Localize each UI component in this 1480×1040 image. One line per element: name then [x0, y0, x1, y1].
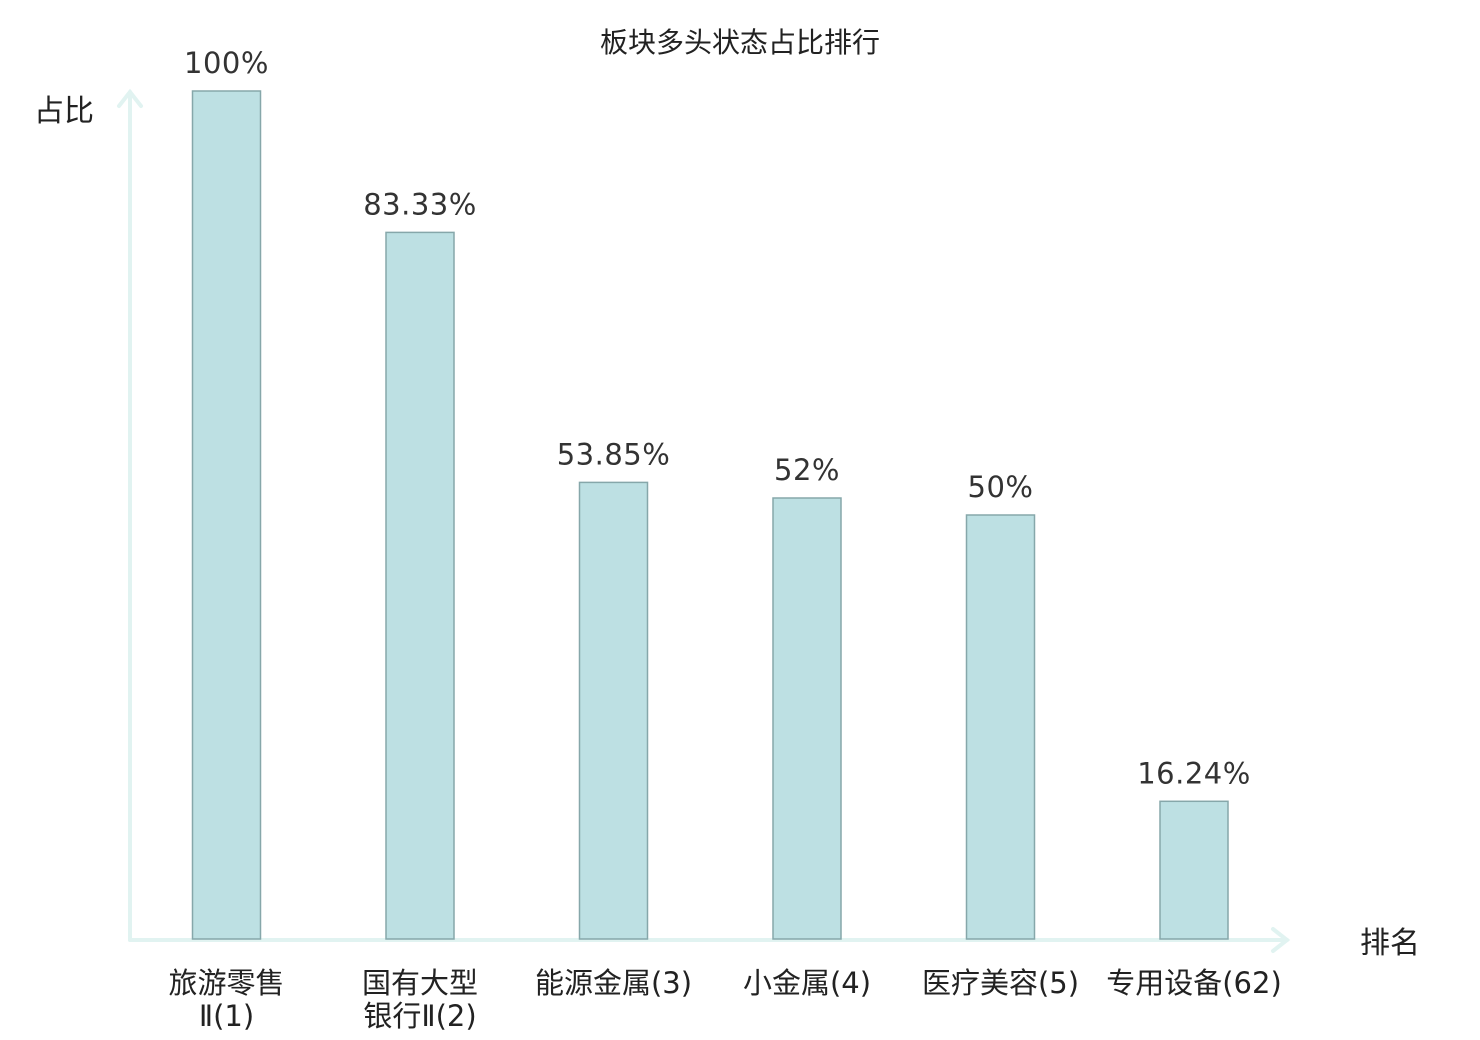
- bar-value-label: 83.33%: [363, 187, 477, 221]
- bar: [191, 90, 262, 940]
- bars-group: [191, 90, 1229, 940]
- bar: [385, 231, 455, 940]
- category-label: 国有大型: [362, 966, 478, 1000]
- category-label: 小金属(4): [743, 966, 871, 1000]
- bar: [1159, 800, 1229, 940]
- bar: [772, 497, 842, 940]
- chart-title: 板块多头状态占比排行: [600, 26, 880, 59]
- category-label: Ⅱ(1): [199, 999, 254, 1033]
- value-labels-group: 100% 83.33% 53.85% 52% 50% 16.24%: [184, 46, 1251, 790]
- bar-value-label: 50%: [968, 470, 1034, 504]
- x-axis-arrow: [1271, 927, 1291, 953]
- y-axis-arrow: [117, 88, 143, 108]
- bar-value-label: 100%: [184, 46, 269, 80]
- category-label: 专用设备(62): [1106, 966, 1282, 1000]
- x-axis-label: 排名: [1360, 926, 1420, 961]
- x-axis: [128, 927, 1291, 953]
- category-label: 旅游零售: [168, 966, 284, 1000]
- y-axis: [117, 88, 143, 942]
- bar: [578, 481, 649, 940]
- category-label: 能源金属(3): [535, 966, 692, 1000]
- bar-value-label: 52%: [774, 453, 840, 487]
- category-label: 银行Ⅱ(2): [363, 999, 476, 1033]
- category-label: 医疗美容(5): [922, 966, 1079, 1000]
- y-axis-label: 占比: [34, 94, 94, 129]
- bar: [965, 514, 1036, 940]
- bar-value-label: 53.85%: [557, 437, 671, 471]
- bar-value-label: 16.24%: [1137, 756, 1251, 790]
